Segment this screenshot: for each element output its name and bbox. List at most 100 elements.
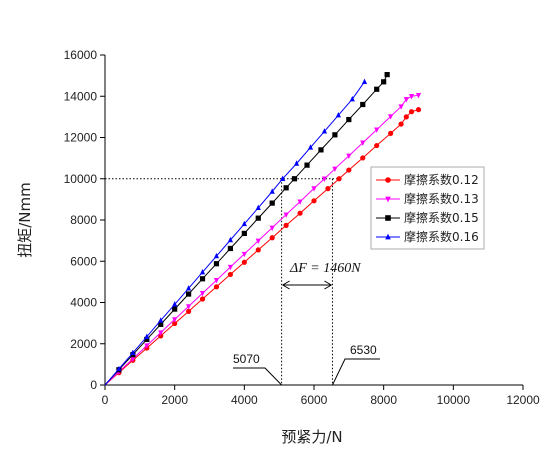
data-point bbox=[130, 356, 136, 363]
data-point bbox=[307, 144, 314, 150]
data-point bbox=[403, 114, 409, 120]
data-point bbox=[408, 109, 415, 115]
data-point bbox=[283, 185, 289, 191]
data-point bbox=[255, 215, 261, 221]
x-tick-label: 0 bbox=[102, 393, 109, 407]
data-point bbox=[269, 235, 275, 241]
data-point bbox=[116, 365, 122, 372]
data-point bbox=[311, 186, 317, 192]
leader-line-5070 bbox=[233, 367, 282, 386]
data-point bbox=[255, 238, 261, 245]
x-tick-label: 6000 bbox=[301, 393, 328, 407]
series-2 bbox=[104, 93, 422, 386]
data-point bbox=[408, 94, 415, 100]
data-point bbox=[346, 116, 352, 123]
x-tick-label: 4000 bbox=[231, 393, 258, 407]
data-point bbox=[291, 176, 298, 182]
data-point bbox=[321, 176, 328, 182]
data-point bbox=[318, 147, 324, 153]
data-point bbox=[398, 104, 404, 110]
data-point bbox=[304, 162, 310, 168]
delta-f-label: ΔF = 1460N bbox=[289, 261, 361, 276]
data-point bbox=[293, 160, 300, 166]
y-tick-label: 0 bbox=[90, 378, 97, 392]
x-tick-label: 10000 bbox=[437, 393, 471, 407]
data-point bbox=[241, 220, 247, 227]
y-tick-label: 2000 bbox=[70, 337, 97, 351]
x-tick-label: 8000 bbox=[370, 393, 397, 407]
data-point bbox=[374, 127, 380, 133]
data-point bbox=[186, 308, 192, 314]
data-point bbox=[158, 317, 164, 323]
data-point bbox=[374, 142, 380, 149]
data-point bbox=[172, 301, 178, 307]
data-point bbox=[361, 78, 368, 85]
axis-ticks: 0 2000 4000 6000 8000 10000 12000 0 2000 4000 6000… bbox=[64, 48, 540, 407]
data-point bbox=[269, 188, 275, 194]
series-4 bbox=[104, 78, 368, 386]
data-point bbox=[297, 210, 303, 216]
data-point bbox=[269, 200, 275, 206]
data-point bbox=[255, 204, 261, 211]
data-point bbox=[269, 225, 275, 232]
data-point bbox=[199, 268, 206, 275]
data-point bbox=[241, 251, 247, 258]
data-point bbox=[186, 304, 192, 310]
data-point bbox=[241, 259, 247, 265]
x-axis-title: 预紧力/N bbox=[281, 428, 342, 446]
data-point bbox=[199, 296, 206, 302]
x-tick-label: 12000 bbox=[506, 393, 540, 407]
data-point bbox=[325, 186, 331, 192]
data-point bbox=[398, 121, 404, 127]
data-point bbox=[415, 93, 422, 99]
data-point bbox=[213, 278, 220, 284]
data-point bbox=[360, 101, 366, 108]
y-tick-label: 8000 bbox=[70, 213, 97, 227]
data-point bbox=[227, 236, 233, 243]
y-tick-label: 14000 bbox=[64, 89, 98, 103]
legend-label: 摩擦系数0.16 bbox=[404, 229, 479, 244]
data-point bbox=[385, 215, 391, 221]
series-line bbox=[104, 109, 419, 386]
data-point bbox=[144, 333, 150, 339]
data-point bbox=[385, 177, 391, 183]
data-point bbox=[213, 284, 220, 290]
data-point bbox=[335, 112, 341, 118]
data-point bbox=[385, 196, 391, 203]
data-point bbox=[227, 245, 233, 252]
data-point bbox=[158, 333, 164, 339]
data-point bbox=[336, 176, 342, 182]
data-point bbox=[186, 285, 192, 291]
data-point bbox=[283, 212, 289, 218]
series-3 bbox=[104, 71, 390, 386]
data-point bbox=[283, 222, 289, 228]
data-point bbox=[199, 276, 206, 282]
data-point bbox=[384, 71, 390, 78]
data-point bbox=[360, 155, 366, 161]
data-point bbox=[241, 230, 247, 237]
data-point bbox=[332, 132, 338, 138]
data-point bbox=[144, 343, 150, 349]
legend-item: 摩擦系数0.15 bbox=[376, 210, 479, 225]
data-point bbox=[321, 128, 328, 134]
series-line bbox=[104, 81, 365, 386]
data-point bbox=[332, 166, 338, 173]
data-point bbox=[144, 336, 150, 343]
marker-label-6530: 6530 bbox=[350, 343, 377, 357]
annotation-lines bbox=[105, 178, 380, 386]
data-point bbox=[227, 264, 233, 271]
data-point bbox=[213, 261, 220, 267]
data-point bbox=[227, 271, 233, 278]
data-point bbox=[172, 320, 178, 327]
data-point bbox=[360, 140, 366, 146]
data-point bbox=[349, 95, 355, 102]
legend-item: 摩擦系数0.13 bbox=[376, 191, 479, 206]
data-point bbox=[388, 130, 394, 136]
legend-item: 摩擦系数0.16 bbox=[376, 229, 479, 244]
y-axis-title: 扭矩/Nmm bbox=[16, 182, 34, 258]
data-point bbox=[311, 198, 317, 204]
y-tick-label: 16000 bbox=[64, 48, 98, 62]
y-tick-label: 6000 bbox=[70, 254, 97, 268]
delta-arrowhead-left bbox=[282, 280, 290, 290]
x-tick-label: 2000 bbox=[161, 393, 188, 407]
